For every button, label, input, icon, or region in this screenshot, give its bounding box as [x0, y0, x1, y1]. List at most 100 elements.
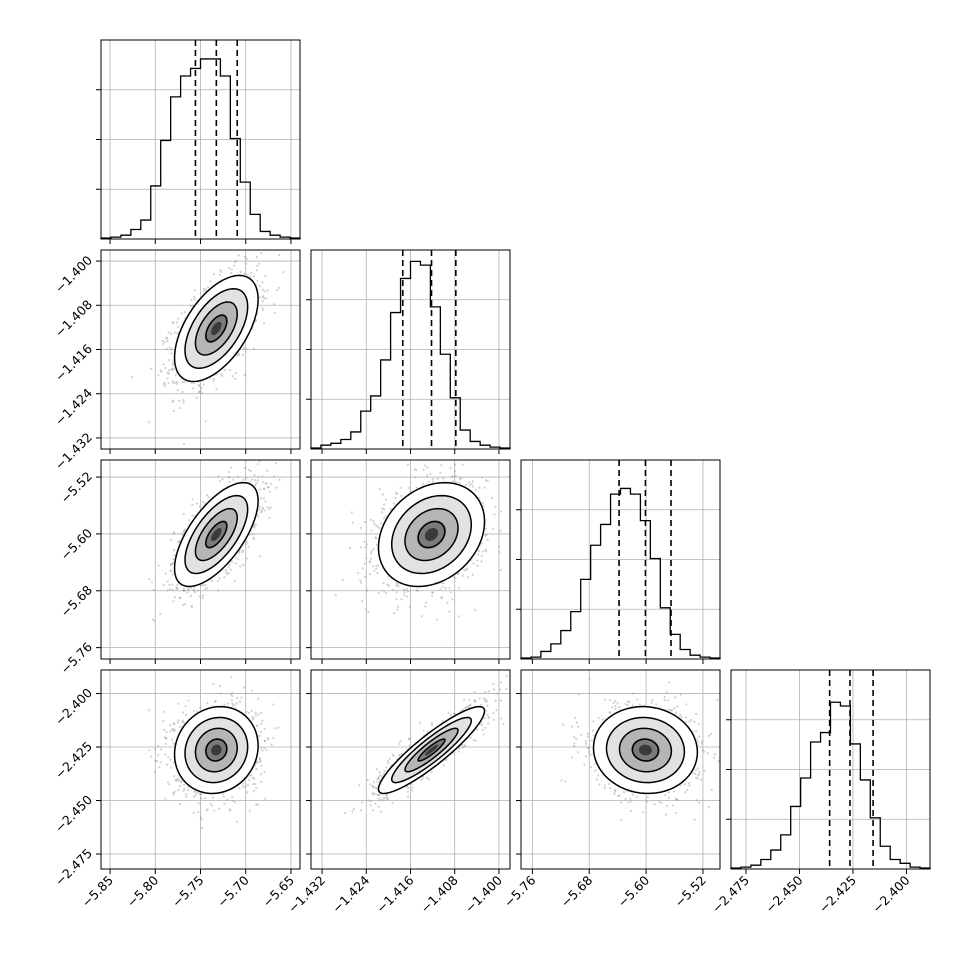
sample-point — [403, 591, 406, 594]
sample-point — [361, 567, 364, 570]
sample-point — [243, 374, 246, 377]
sample-point — [221, 792, 224, 795]
sample-point — [210, 579, 213, 582]
sample-point — [166, 781, 169, 784]
sample-point — [460, 476, 463, 480]
sample-point — [241, 549, 245, 552]
sample-point — [392, 502, 395, 505]
sample-point — [258, 757, 262, 760]
sample-point — [206, 286, 210, 289]
sample-point — [231, 374, 234, 378]
sample-point — [176, 721, 179, 724]
sample-point — [257, 515, 260, 518]
sample-point — [439, 471, 442, 474]
sample-point — [278, 478, 281, 481]
sample-point — [242, 563, 245, 566]
sample-point — [228, 808, 231, 811]
sample-point — [165, 348, 168, 351]
sample-point — [275, 486, 278, 489]
sample-point — [465, 568, 469, 571]
sample-point — [448, 610, 451, 613]
sample-point — [250, 689, 253, 692]
sample-point — [391, 588, 395, 592]
sample-point — [216, 580, 220, 583]
sample-point — [217, 589, 220, 592]
sample-point — [259, 511, 263, 514]
sample-point — [395, 584, 398, 587]
sample-point — [174, 374, 177, 377]
sample-point — [213, 809, 216, 812]
sample-point — [457, 586, 461, 589]
sample-point — [178, 406, 181, 410]
sample-point — [261, 281, 264, 284]
sample-point — [198, 505, 201, 508]
sample-point — [478, 486, 481, 489]
sample-point — [228, 480, 231, 484]
sample-point — [254, 319, 258, 322]
sample-point — [422, 468, 425, 471]
sample-point — [269, 482, 273, 486]
sample-point — [175, 586, 178, 589]
sample-point — [207, 496, 210, 499]
sample-point — [182, 530, 185, 533]
sample-point — [181, 603, 185, 606]
sample-point — [202, 594, 205, 597]
sample-point — [148, 578, 151, 581]
sample-point — [262, 308, 265, 312]
sample-point — [260, 510, 264, 513]
sample-point — [497, 545, 500, 548]
sample-point — [159, 613, 162, 616]
sample-point — [251, 715, 254, 719]
sample-point — [450, 476, 454, 479]
sample-point — [484, 534, 487, 537]
sample-point — [166, 377, 169, 380]
sample-point — [440, 596, 443, 600]
sample-point — [180, 312, 183, 315]
contour-line-1 — [390, 494, 473, 575]
sample-point — [442, 477, 445, 480]
sample-point — [238, 551, 241, 554]
sample-point — [517, 503, 519, 505]
sample-point — [392, 612, 396, 615]
sample-point — [227, 266, 231, 270]
contour-line-0 — [377, 481, 486, 588]
sample-point — [165, 337, 168, 340]
sample-point — [167, 372, 171, 375]
sample-point — [176, 583, 179, 586]
sample-point — [378, 527, 381, 530]
sample-point — [273, 311, 276, 314]
sample-point — [184, 705, 187, 708]
sample-point — [153, 619, 156, 623]
sample-point — [365, 607, 368, 611]
sample-point — [265, 482, 268, 485]
sample-point — [461, 574, 464, 578]
sample-point — [172, 561, 175, 564]
sample-point — [176, 779, 179, 782]
sample-point — [370, 552, 373, 555]
panel-frame — [520, 459, 721, 660]
sample-point — [242, 478, 245, 481]
sample-point — [191, 387, 195, 390]
sample-point — [238, 787, 241, 790]
histogram-1 — [310, 260, 511, 449]
sample-point — [172, 793, 175, 796]
sample-point — [227, 471, 231, 474]
sample-point — [256, 803, 260, 806]
sample-point — [182, 783, 186, 786]
sample-point — [458, 478, 461, 481]
sample-point — [263, 509, 266, 512]
contour-line-0 — [173, 274, 259, 383]
sample-point — [424, 464, 427, 467]
sample-point — [242, 347, 246, 350]
sample-point — [209, 280, 212, 283]
sample-point — [253, 526, 256, 529]
sample-point — [166, 589, 169, 592]
sample-point — [162, 719, 165, 723]
sample-point — [382, 508, 386, 511]
sample-point — [255, 457, 257, 459]
panel-2-2 — [516, 459, 721, 664]
sample-point — [243, 272, 246, 275]
sample-point — [255, 803, 258, 807]
sample-point — [376, 525, 379, 528]
sample-point — [383, 590, 386, 593]
